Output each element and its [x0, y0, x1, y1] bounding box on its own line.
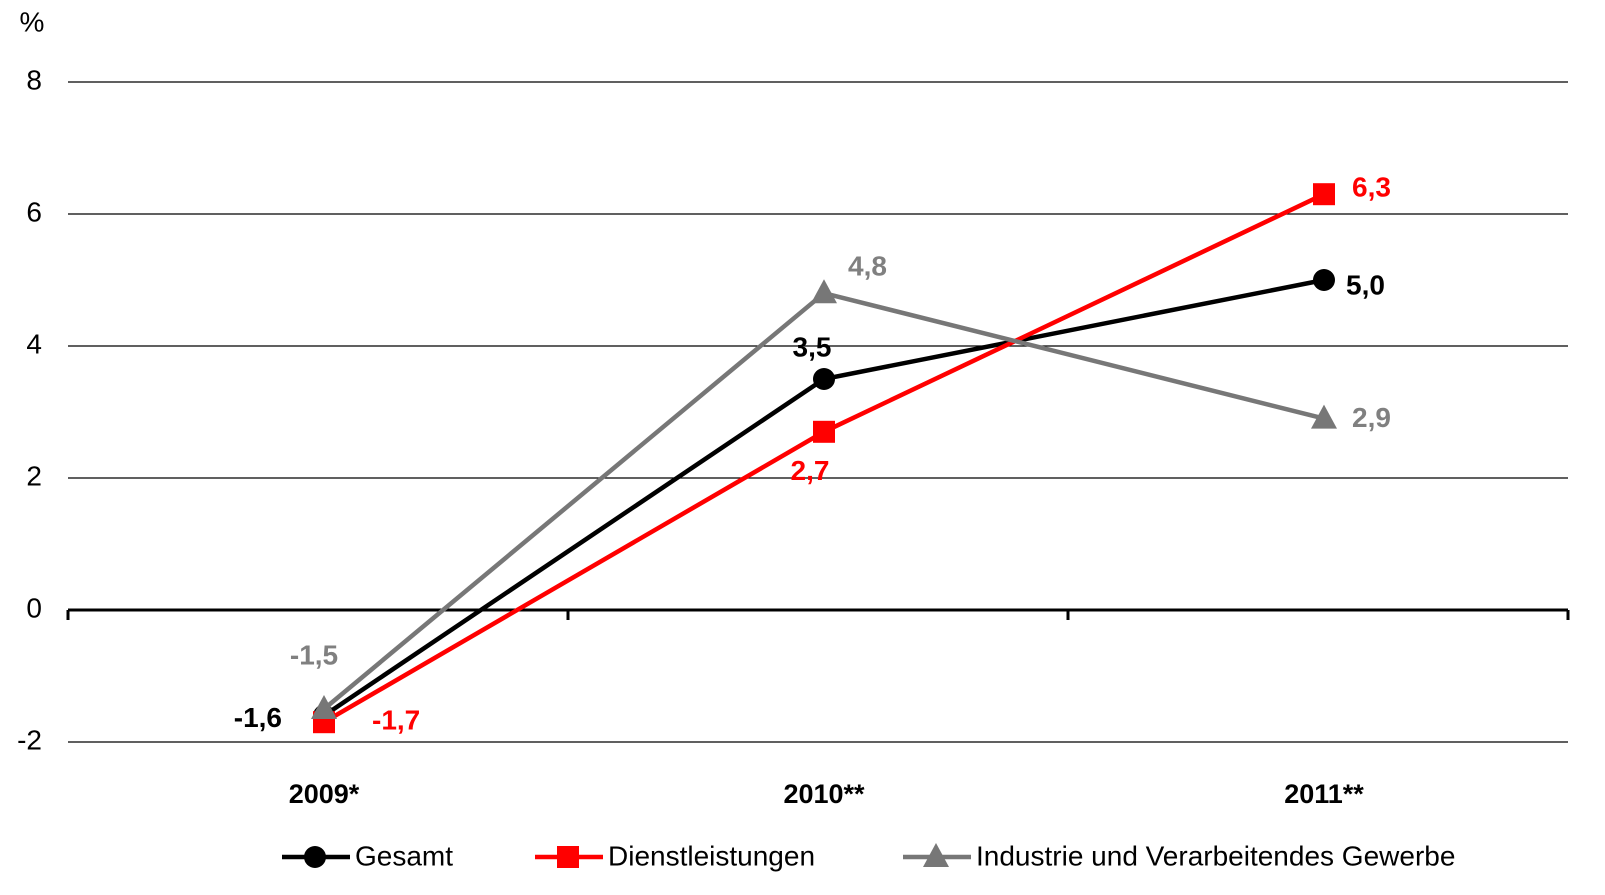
marker — [1313, 183, 1335, 206]
data-label: -1,6 — [234, 702, 282, 733]
marker — [813, 420, 835, 443]
marker — [1313, 269, 1335, 291]
legend-label: Dienstleistungen — [608, 840, 815, 871]
y-tick-label: 2 — [26, 460, 42, 491]
legend-label: Industrie und Verarbeitendes Gewerbe — [976, 840, 1455, 871]
data-label: 6,3 — [1352, 172, 1391, 203]
x-tick-label: 2010** — [783, 779, 865, 809]
marker — [311, 695, 337, 719]
x-tick-label: 2009* — [289, 779, 360, 809]
marker — [813, 368, 835, 390]
data-label: 2,7 — [791, 455, 830, 486]
data-label: 5,0 — [1346, 269, 1385, 300]
y-tick-label: 6 — [26, 196, 42, 227]
marker — [557, 846, 579, 868]
y-tick-label: -2 — [17, 724, 42, 755]
y-tick-label: 0 — [26, 592, 42, 623]
marker — [811, 279, 837, 304]
marker — [1311, 404, 1337, 429]
y-tick-label: 8 — [26, 64, 42, 95]
marker — [923, 843, 949, 867]
y-tick-label: 4 — [26, 328, 42, 359]
legend-label: Gesamt — [355, 840, 453, 871]
marker — [304, 846, 326, 868]
data-label: 4,8 — [848, 251, 887, 282]
data-label: -1,7 — [372, 705, 420, 736]
data-label: -1,5 — [290, 639, 338, 670]
x-tick-label: 2011** — [1284, 779, 1364, 809]
data-label: 3,5 — [793, 331, 832, 362]
data-label: 2,9 — [1352, 402, 1391, 433]
y-axis-unit: % — [20, 6, 45, 37]
